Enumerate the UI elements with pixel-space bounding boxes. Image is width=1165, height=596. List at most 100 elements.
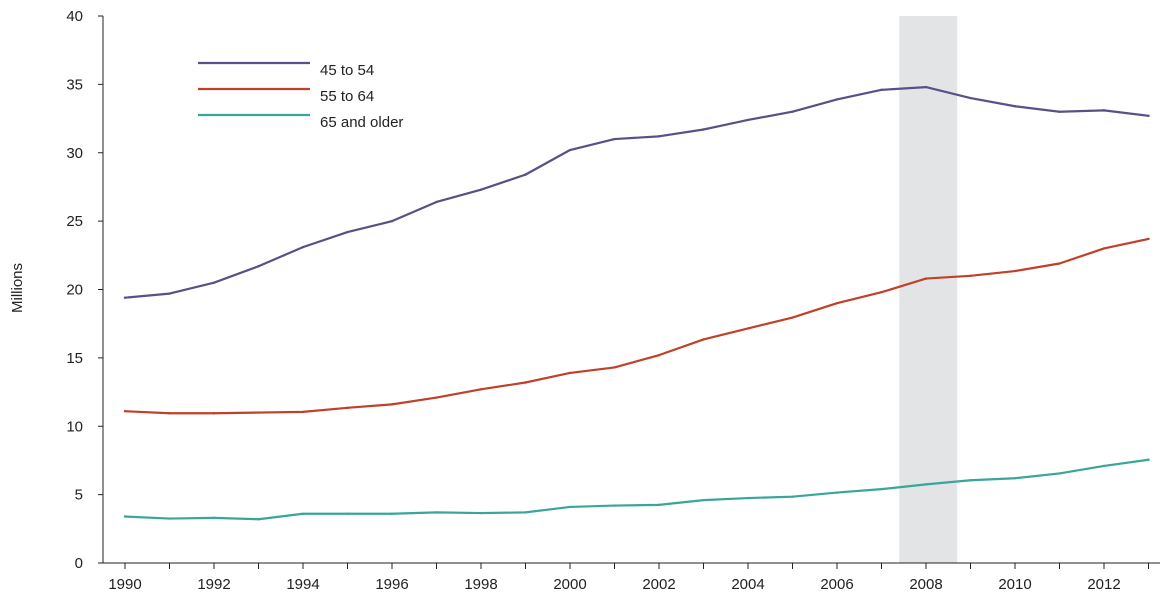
x-tick-label: 2006 <box>820 576 853 593</box>
data-point <box>746 496 750 500</box>
data-point <box>1058 472 1061 475</box>
legend: 45 to 54 55 to 64 65 and older <box>198 61 403 131</box>
data-point <box>568 371 572 375</box>
data-point <box>880 291 883 294</box>
data-point <box>301 410 305 414</box>
x-tick-label: 1994 <box>286 576 319 593</box>
legend-label: 45 to 54 <box>320 62 374 79</box>
data-point <box>1102 247 1106 250</box>
data-point <box>924 277 928 280</box>
data-point <box>835 98 839 101</box>
series-lines <box>123 85 1150 521</box>
y-tick-label: 30 <box>66 145 83 162</box>
data-point <box>924 483 928 486</box>
data-point <box>1102 109 1106 112</box>
x-tick-label: 1992 <box>197 576 230 593</box>
data-point <box>791 316 794 319</box>
data-point <box>568 148 572 152</box>
data-point <box>969 479 972 482</box>
data-point <box>657 503 661 507</box>
data-point <box>479 188 483 191</box>
data-point <box>168 412 171 415</box>
data-point <box>301 512 305 515</box>
x-tick-label: 1990 <box>108 576 141 593</box>
y-tick-label: 25 <box>66 213 83 230</box>
data-point <box>1147 237 1150 241</box>
data-point <box>657 135 661 138</box>
data-point <box>702 128 705 131</box>
data-point <box>123 410 127 413</box>
data-point <box>301 245 305 249</box>
data-point <box>835 301 839 305</box>
data-point <box>524 511 527 514</box>
data-point <box>746 327 750 330</box>
data-point <box>568 505 572 509</box>
data-point <box>212 281 216 284</box>
data-point <box>390 219 394 223</box>
data-point <box>123 515 127 518</box>
data-point <box>613 504 616 507</box>
data-point <box>880 88 883 92</box>
data-point <box>746 118 750 122</box>
x-tick-label: 1998 <box>464 576 497 593</box>
data-point <box>435 396 438 399</box>
data-point <box>1058 110 1061 113</box>
data-point <box>168 517 171 520</box>
x-tick-label: 2010 <box>998 576 1031 593</box>
y-tick-label: 20 <box>66 282 83 299</box>
data-point <box>657 353 661 357</box>
data-point <box>880 487 883 491</box>
recession-shading-layer <box>899 16 958 563</box>
data-point <box>212 516 216 520</box>
series-line-3 <box>123 458 1150 521</box>
x-tick-label: 2000 <box>553 576 586 593</box>
data-point <box>613 366 616 369</box>
data-point <box>479 388 483 391</box>
recession-shaded-band <box>899 16 958 563</box>
series-line-2 <box>123 237 1150 415</box>
data-point <box>390 403 394 406</box>
data-point <box>1147 458 1150 461</box>
data-point <box>257 265 260 268</box>
y-tick-label: 35 <box>66 76 83 93</box>
axes: 0 5 10 15 20 25 30 35 40 1990 1992 1994 1996 1998 2000… <box>66 8 1160 593</box>
data-point <box>1013 269 1017 273</box>
data-point <box>346 230 349 234</box>
data-point <box>168 292 171 295</box>
data-point <box>435 200 438 204</box>
data-point <box>969 274 972 278</box>
y-axis-title: Millions <box>9 263 26 313</box>
data-point <box>835 491 839 494</box>
data-point <box>1013 105 1017 108</box>
data-point <box>346 406 349 409</box>
data-point <box>346 512 349 515</box>
data-point <box>1013 477 1017 480</box>
data-point <box>613 137 616 141</box>
y-tick-label: 0 <box>75 555 83 572</box>
x-tick-label: 1996 <box>375 576 408 593</box>
y-tick-label: 15 <box>66 350 83 367</box>
data-point <box>435 511 438 514</box>
data-point <box>212 412 216 415</box>
data-point <box>702 498 705 502</box>
x-tick-label: 2002 <box>642 576 675 593</box>
data-point <box>1058 262 1061 265</box>
data-point <box>390 512 394 515</box>
x-tick-label: 2004 <box>731 576 764 593</box>
y-tick-label: 5 <box>75 487 83 504</box>
x-tick-label: 2008 <box>909 576 942 593</box>
legend-label: 55 to 64 <box>320 88 374 105</box>
data-point <box>524 381 527 384</box>
data-point <box>257 411 260 414</box>
data-point <box>123 296 127 299</box>
data-point <box>969 96 972 100</box>
data-point <box>702 338 705 341</box>
data-point <box>791 110 794 113</box>
series-line-1 <box>123 86 1150 299</box>
data-point <box>924 85 928 89</box>
x-tick-label: 2012 <box>1087 576 1120 593</box>
data-point <box>791 495 794 498</box>
data-point <box>1147 114 1150 118</box>
data-point <box>479 511 483 515</box>
